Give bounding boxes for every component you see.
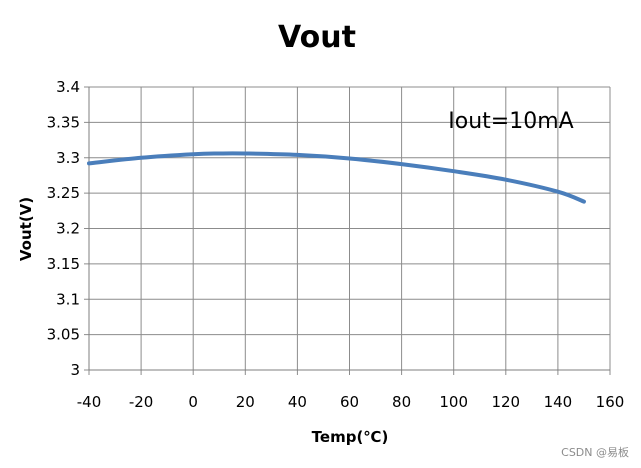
x-tick-label: 0 — [188, 393, 198, 411]
chart-title: Vout — [278, 20, 356, 55]
watermark: CSDN @易板 — [561, 446, 629, 459]
series-group — [87, 151, 586, 204]
x-tick-label: 80 — [392, 393, 411, 411]
y-tick-label: 3 — [70, 361, 80, 379]
x-axis-title: Temp(℃) — [312, 428, 389, 446]
y-tick-label: 3.1 — [56, 290, 80, 308]
y-tick-label: 3.2 — [56, 220, 80, 238]
y-tick-label: 3.05 — [47, 326, 80, 344]
y-tick-labels: 3 3.05 3.1 3.15 3.2 3.25 3.3 3.35 3.4 — [47, 78, 80, 379]
x-tick-label: 120 — [491, 393, 520, 411]
x-tick-label: 140 — [544, 393, 573, 411]
y-axis-title: Vout(V) — [17, 197, 35, 261]
x-tick-label: 160 — [596, 393, 625, 411]
y-tick-label: 3.25 — [47, 184, 80, 202]
y-tick-label: 3.3 — [56, 149, 80, 167]
x-tick-label: 100 — [439, 393, 468, 411]
x-tick-labels: -40 -20 0 20 40 60 80 100 120 140 160 — [77, 393, 625, 411]
y-tick-label: 3.4 — [56, 78, 80, 96]
x-tick-label: 20 — [236, 393, 255, 411]
x-tick-label: 60 — [340, 393, 359, 411]
x-tick-label: -40 — [77, 393, 102, 411]
y-tick-label: 3.35 — [47, 113, 80, 131]
x-tick-label: 40 — [288, 393, 307, 411]
series-line-vout — [87, 151, 586, 204]
x-tick-label: -20 — [129, 393, 154, 411]
annotation-iout: Iout=10mA — [448, 109, 573, 134]
y-tick-label: 3.15 — [47, 255, 80, 273]
